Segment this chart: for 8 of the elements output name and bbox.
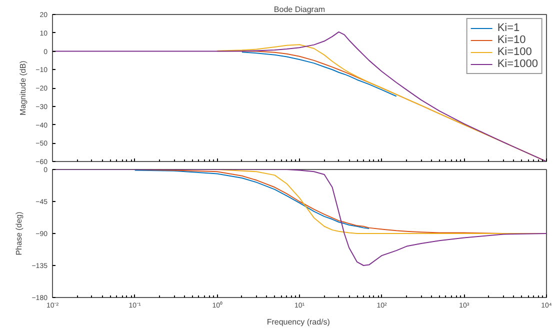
chart-title: Bode Diagram [274, 5, 326, 14]
legend-label: Ki=1000 [497, 58, 538, 70]
y-axis-title: Magnitude (dB) [18, 60, 28, 116]
legend-label: Ki=10 [497, 34, 526, 46]
x-axis-title: Frequency (rad/s) [266, 318, 330, 326]
y-axis-title: Phase (deg) [14, 211, 24, 256]
legend-label: Ki=1 [497, 22, 520, 34]
legend-label: Ki=100 [497, 46, 532, 58]
